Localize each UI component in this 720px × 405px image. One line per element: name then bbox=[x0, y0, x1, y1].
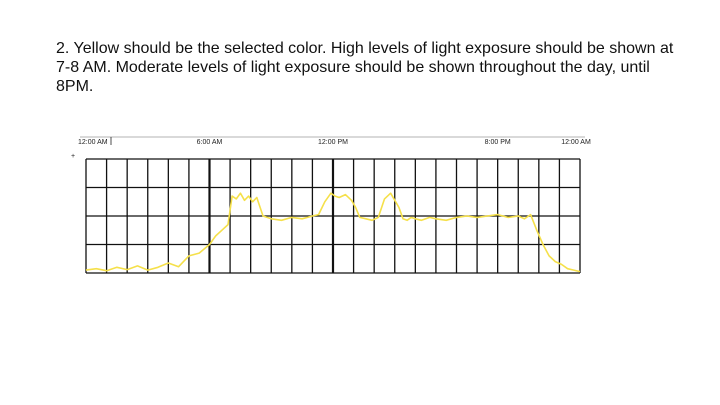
series-layer bbox=[85, 192, 581, 273]
chart-grid: + bbox=[71, 136, 585, 274]
instruction-text: 2. Yellow should be the selected color. … bbox=[56, 40, 674, 95]
tick-label: 12:00 PM bbox=[318, 139, 348, 146]
series-line bbox=[85, 192, 581, 273]
tick-label: 8:00 PM bbox=[485, 139, 511, 146]
tick-labels: 12:00 AM 6:00 AM 12:00 PM 8:00 PM 12:00 AM bbox=[78, 137, 591, 146]
tick-label: 12:00 AM bbox=[561, 139, 591, 146]
tick-label: 6:00 AM bbox=[197, 139, 223, 146]
plus-marker: + bbox=[71, 153, 75, 160]
tick-label: 12:00 AM bbox=[78, 139, 108, 146]
